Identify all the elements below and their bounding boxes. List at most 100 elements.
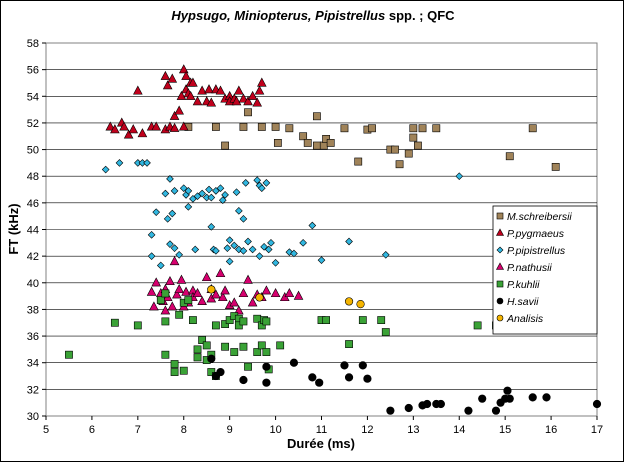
data-point	[257, 184, 266, 193]
data-point	[232, 188, 241, 197]
data-point	[262, 362, 271, 371]
data-point	[212, 187, 220, 195]
legend-label: P.kuhlii	[507, 279, 540, 291]
data-point	[432, 124, 441, 133]
data-point	[239, 246, 248, 255]
data-point	[119, 121, 129, 131]
data-point	[592, 399, 602, 409]
data-point	[418, 124, 427, 133]
data-point	[207, 285, 216, 294]
data-point	[221, 342, 229, 351]
data-point	[192, 288, 203, 298]
data-point	[358, 316, 367, 324]
data-point	[257, 123, 266, 131]
data-point	[423, 399, 432, 409]
data-point	[156, 296, 165, 305]
data-point	[179, 366, 188, 375]
data-point	[221, 320, 229, 328]
series-h-savii	[207, 354, 602, 415]
data-point	[239, 215, 248, 223]
data-point	[322, 316, 330, 324]
data-point	[178, 64, 189, 74]
data-point	[262, 317, 271, 326]
data-point	[234, 321, 243, 330]
data-point	[308, 373, 317, 382]
data-point	[344, 373, 354, 382]
data-point	[262, 179, 271, 187]
y-tick-label: 36	[27, 331, 39, 343]
legend-label: P.pygmaeus	[507, 228, 565, 240]
data-point	[197, 295, 207, 306]
data-points	[65, 64, 602, 415]
x-tick-label: 8	[181, 424, 187, 436]
data-point	[358, 361, 367, 370]
legend-marker	[496, 297, 504, 305]
legend-marker	[496, 314, 504, 322]
data-point	[409, 133, 418, 142]
data-point	[216, 184, 225, 193]
data-point	[205, 185, 213, 194]
data-point	[386, 406, 395, 415]
data-point	[293, 290, 304, 300]
x-axis-label: Durée (ms)	[287, 436, 355, 451]
data-point	[271, 258, 280, 267]
data-point	[356, 300, 365, 309]
data-point	[505, 394, 514, 403]
data-point	[299, 132, 308, 141]
chart-title-species: Hypsugo, Miniopterus, Pipistrellus	[171, 8, 385, 23]
data-point	[151, 277, 161, 287]
data-point	[185, 90, 196, 100]
x-tick-label: 12	[361, 424, 373, 436]
y-tick-label: 58	[27, 38, 39, 50]
data-point	[271, 123, 280, 131]
data-point	[167, 73, 178, 83]
data-point	[207, 354, 216, 363]
data-point	[368, 124, 376, 133]
data-point	[202, 341, 211, 350]
data-point	[230, 241, 239, 250]
data-point	[409, 124, 418, 133]
data-point	[253, 314, 262, 323]
data-point	[198, 189, 206, 198]
x-tick-label: 10	[269, 424, 281, 436]
data-point	[215, 268, 226, 278]
data-point	[273, 139, 282, 147]
data-point	[528, 124, 537, 133]
data-point	[551, 162, 560, 171]
x-tick-label: 9	[227, 424, 233, 436]
data-point	[169, 110, 180, 120]
data-point	[255, 293, 264, 302]
data-point	[147, 252, 156, 260]
data-point	[166, 240, 174, 248]
data-point	[252, 97, 263, 107]
data-point	[264, 245, 273, 254]
data-point	[239, 375, 248, 385]
data-point	[315, 378, 324, 387]
data-point	[184, 203, 193, 211]
data-point	[217, 291, 228, 302]
data-point	[215, 85, 226, 95]
series-p-kuhlii	[65, 289, 500, 380]
data-point	[146, 286, 157, 296]
data-point	[381, 328, 390, 336]
data-point	[255, 252, 264, 260]
x-tick-label: 11	[316, 424, 327, 436]
legend-marker	[495, 262, 505, 270]
legend-marker	[496, 280, 504, 288]
data-point	[542, 393, 551, 402]
data-point	[241, 179, 250, 187]
data-point	[181, 286, 191, 296]
y-tick-label: 32	[27, 384, 39, 396]
data-point	[244, 108, 252, 117]
data-point	[340, 124, 349, 133]
data-point	[248, 245, 257, 254]
data-point	[133, 321, 142, 330]
data-point	[65, 350, 73, 359]
data-point	[503, 386, 512, 395]
data-point	[262, 348, 271, 356]
data-point	[270, 288, 281, 298]
data-point	[243, 96, 253, 106]
data-point	[313, 141, 321, 150]
data-point	[229, 297, 240, 307]
